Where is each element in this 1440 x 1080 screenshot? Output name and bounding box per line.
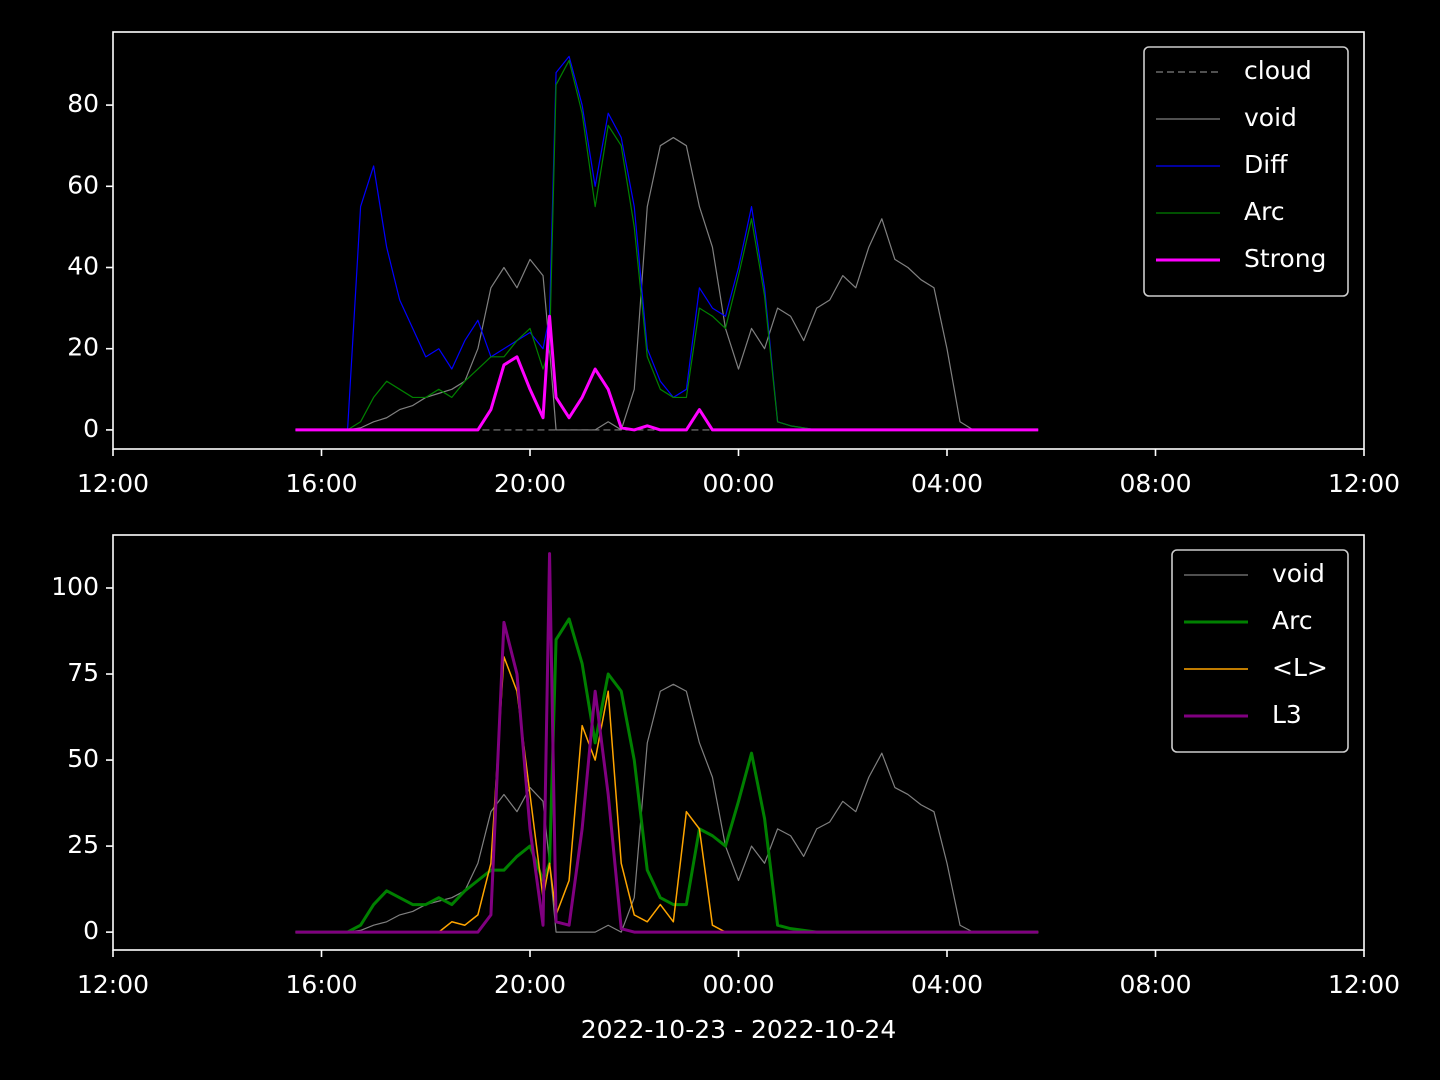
plot-area (295, 552, 1039, 934)
x-tick-label: 08:00 (1119, 469, 1191, 498)
legend-box (1143, 46, 1349, 297)
legend-box (1171, 549, 1349, 753)
x-tick-label: 04:00 (911, 970, 983, 999)
x-tick-label: 20:00 (494, 970, 566, 999)
y-tick-label: 50 (67, 744, 99, 773)
x-tick-label: 00:00 (702, 469, 774, 498)
x-tick-label: 08:00 (1119, 970, 1191, 999)
x-tick-label: 00:00 (702, 970, 774, 999)
x-tick-label: 12:00 (77, 469, 149, 498)
y-tick-label: 40 (67, 252, 99, 281)
y-tick-label: 20 (67, 333, 99, 362)
legend-label: cloud (1244, 56, 1312, 85)
y-tick-label: 75 (67, 658, 99, 687)
legend-label: L3 (1272, 700, 1302, 729)
x-tick-label: 20:00 (494, 469, 566, 498)
legend-label: Arc (1244, 197, 1285, 226)
legend-label: Arc (1272, 606, 1313, 635)
x-axis-label: 2022-10-23 - 2022-10-24 (581, 1015, 897, 1044)
legend-label: void (1244, 103, 1297, 132)
y-tick-label: 0 (83, 916, 99, 945)
plot-area (295, 55, 1039, 432)
x-tick-label: 12:00 (1328, 469, 1400, 498)
y-tick-label: 80 (67, 89, 99, 118)
y-tick-label: 100 (51, 572, 99, 601)
x-tick-label: 12:00 (77, 970, 149, 999)
legend: cloud void Diff Arc Strong (1143, 46, 1349, 297)
y-tick-label: 25 (67, 830, 99, 859)
legend-label: Strong (1244, 244, 1326, 273)
legend: void Arc <L> L3 (1171, 549, 1349, 753)
x-tick-label: 12:00 (1328, 970, 1400, 999)
series-line (295, 314, 1039, 432)
y-tick-label: 0 (83, 414, 99, 443)
legend-label: void (1272, 559, 1325, 588)
series-line (295, 683, 1039, 933)
series-line (295, 136, 1039, 431)
legend-label: Diff (1244, 150, 1288, 179)
series-line (295, 552, 1039, 934)
y-tick-label: 60 (67, 170, 99, 199)
x-tick-label: 16:00 (285, 469, 357, 498)
x-tick-label: 16:00 (285, 970, 357, 999)
x-tick-label: 04:00 (911, 469, 983, 498)
legend-label: <L> (1272, 653, 1328, 682)
